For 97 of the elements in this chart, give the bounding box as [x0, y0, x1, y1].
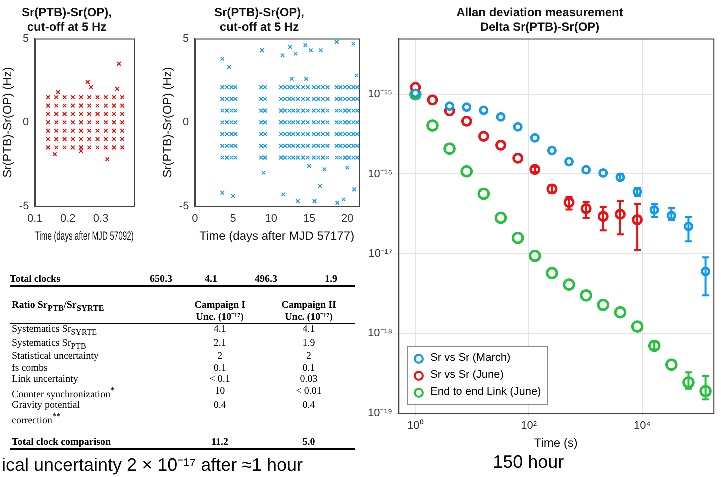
- chart-title: Sr(PTB)-Sr(OP), cut-off at 5 Hz: [22, 6, 112, 34]
- y-tick-label: 0: [183, 116, 190, 129]
- category-label: Systematics Sr$_{SYRTE}$: [12, 324, 98, 337]
- point: [614, 306, 627, 319]
- x-axis-title: Time (days after MJD 57177): [200, 229, 355, 244]
- x-axis-title: Time (s): [534, 436, 578, 450]
- y-tick-label: 10⁻¹⁷: [368, 248, 393, 260]
- text: 150 hour: [493, 452, 564, 474]
- text: 0.1: [302, 362, 316, 374]
- category-label: Gravity potential correction$^{**}$: [12, 400, 80, 426]
- point: [494, 212, 508, 224]
- point: [496, 140, 506, 151]
- x-tick-label: 0.2: [60, 213, 76, 226]
- text: 4.1: [214, 324, 226, 335]
- point: [445, 102, 455, 112]
- text: 11.2: [212, 436, 229, 448]
- y-axis-title: Sr(PTB)-Sr(OP) (Hz): [160, 67, 175, 178]
- point: [496, 112, 506, 122]
- category-label: Total clock comparison: [12, 436, 112, 448]
- category-label: Ratio Sr$_{PTB}$/Sr$_{SYRTE}$: [10, 300, 178, 324]
- text: 5.0: [302, 436, 316, 448]
- legend-label: End to end Link (June): [430, 385, 542, 400]
- x-tick-label: 10: [265, 213, 278, 226]
- category-label: Counter synchronization$^{*}$: [12, 386, 115, 400]
- text: 0.03: [300, 374, 318, 386]
- point: [597, 298, 610, 312]
- x-axis-title: Time (days after MJD 57092): [35, 230, 134, 244]
- point: [426, 120, 439, 132]
- category-label: fs combs: [12, 362, 48, 374]
- point: [528, 250, 542, 262]
- x-tick-label: 20: [341, 213, 354, 226]
- text: 1.9: [325, 274, 338, 285]
- point: [580, 289, 592, 302]
- text: 0.4: [302, 400, 316, 412]
- text: 4.1: [302, 324, 316, 335]
- x-tick-label: 15: [303, 213, 316, 226]
- point: [461, 116, 472, 127]
- y-tick-label: 10⁻¹⁹: [368, 407, 393, 420]
- y-tick-label: -5: [179, 200, 190, 212]
- category-label: Link uncertainty: [12, 374, 78, 386]
- category-label: Statistical uncertainty: [12, 351, 99, 362]
- x-tick-label: 10⁰: [408, 419, 424, 432]
- text: 496.3: [255, 274, 278, 285]
- point: [512, 152, 524, 164]
- point: [478, 131, 490, 142]
- x-tick-label: 5: [230, 213, 236, 226]
- text: ical uncertainty 2 × 10⁻¹⁷ after ≈1 hour: [2, 454, 304, 476]
- chart-title: Sr(PTB)-Sr(OP), cut-off at 5 Hz: [214, 6, 304, 34]
- y-axis-title: Sr(PTB)-Sr(OP) (Hz): [0, 67, 15, 178]
- text: 650.3: [150, 274, 174, 285]
- point: [444, 142, 456, 156]
- text: 10: [215, 386, 226, 397]
- text: 1.9: [302, 338, 316, 349]
- x-tick-label: 10²: [521, 420, 538, 432]
- x-tick-label: 0.1: [28, 213, 43, 226]
- y-tick-label: 5: [183, 32, 190, 45]
- category-label: Campaign I Unc. (10⁻¹⁷): [177, 300, 264, 324]
- point: [512, 232, 524, 244]
- y-tick-label: 10⁻¹⁶: [368, 168, 393, 180]
- text: 4.1: [205, 274, 218, 285]
- legend-label: Sr vs Sr (March): [430, 351, 511, 366]
- category-label: Systematics Sr$_{PTB}$: [12, 338, 86, 351]
- point: [513, 122, 523, 132]
- x-tick-label: 0: [192, 213, 198, 226]
- x-tick-label: 10⁴: [634, 420, 652, 432]
- point: [546, 267, 558, 280]
- point: [547, 146, 557, 156]
- chart-title: Allan deviation measurement Delta Sr(PTB)-Sr(OP): [456, 6, 624, 34]
- x-tick-label: 0.3: [93, 213, 109, 226]
- y-tick-label: 10⁻¹⁸: [368, 328, 393, 340]
- text: 2: [218, 351, 223, 362]
- point: [631, 320, 644, 333]
- point: [598, 168, 608, 178]
- point: [530, 133, 540, 143]
- text: 2.1: [214, 338, 226, 349]
- legend-label: Sr vs Sr (June): [430, 368, 504, 384]
- text: 2: [306, 351, 312, 362]
- y-tick-label: 10⁻¹⁵: [368, 88, 393, 101]
- point: [462, 102, 472, 112]
- point: [479, 106, 489, 116]
- point: [427, 94, 438, 106]
- text: < 0.1: [210, 374, 230, 386]
- point: [563, 278, 576, 291]
- category-label: Campaign II Unc. (10⁻¹⁷): [263, 300, 355, 324]
- y-tick-label: -5: [19, 200, 30, 212]
- y-tick-label: 5: [23, 32, 30, 45]
- text: 0.4: [214, 400, 226, 412]
- point: [478, 188, 490, 200]
- point: [564, 157, 574, 167]
- text: 0.1: [214, 362, 226, 374]
- text: < 0.01: [296, 386, 322, 397]
- point: [410, 88, 420, 98]
- point: [460, 165, 474, 178]
- text: Total clocks: [10, 274, 62, 285]
- point: [666, 358, 678, 372]
- y-tick-label: 0: [23, 116, 30, 129]
- point: [582, 165, 592, 175]
